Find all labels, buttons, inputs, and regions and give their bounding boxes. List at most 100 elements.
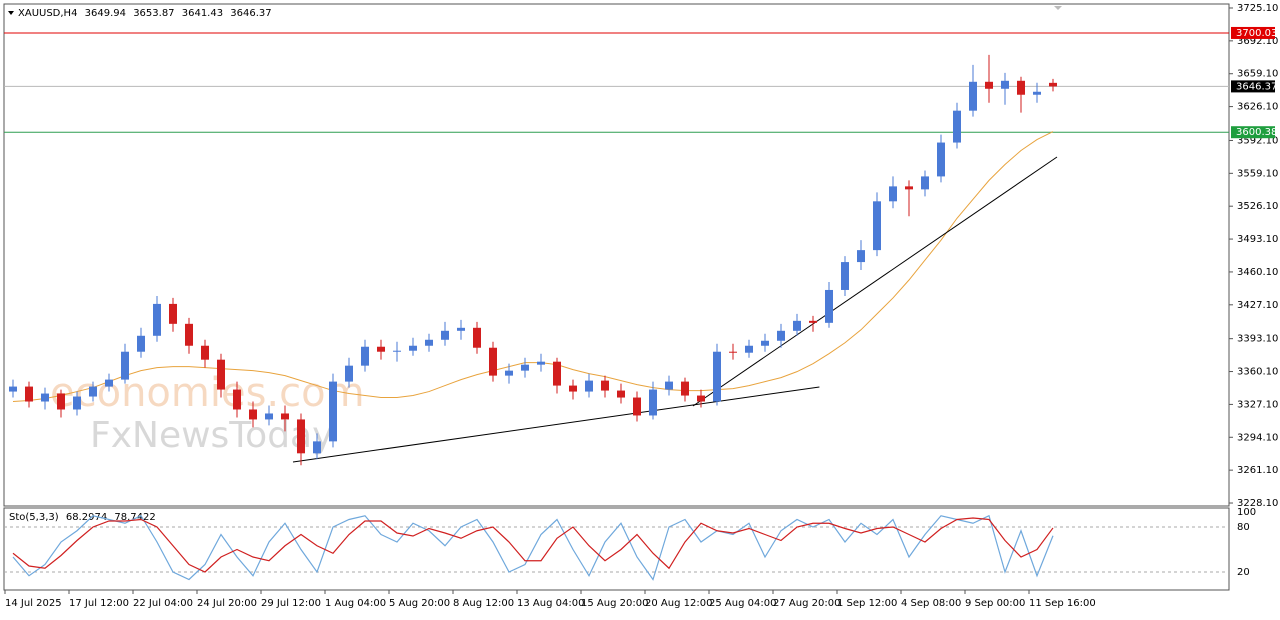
x-tick-label: 13 Aug 04:00: [517, 598, 584, 609]
signal-value: 78.7422: [114, 512, 155, 523]
y-tick-label: 3626.10: [1237, 102, 1278, 113]
y-tick-label: 3228.10: [1237, 498, 1278, 509]
candle-body: [633, 397, 641, 416]
y-tick-label: 3692.10: [1237, 36, 1278, 47]
candle-body: [409, 345, 417, 351]
candle-body: [201, 345, 209, 360]
price-level-label: 3646.37: [1236, 81, 1277, 92]
candle-body: [825, 289, 833, 323]
trendline: [292, 386, 820, 463]
candle-body: [649, 389, 657, 416]
candle-body: [73, 396, 81, 410]
candle-body: [969, 81, 977, 111]
candle-body: [697, 395, 705, 402]
candle-body: [1033, 91, 1041, 95]
chart-header: XAUUSD,H4 3649.94 3653.87 3641.43 3646.3…: [18, 8, 272, 19]
price-level-box: [1231, 26, 1275, 39]
y-tick-label: 3360.10: [1237, 367, 1278, 378]
candle-body: [617, 390, 625, 398]
candle-body: [25, 386, 33, 402]
candle-body: [921, 176, 929, 190]
candle-body: [169, 303, 177, 324]
candle-body: [905, 186, 913, 190]
candle-body: [393, 350, 401, 352]
candle-body: [249, 409, 257, 420]
candle-body: [793, 320, 801, 331]
candle-body: [985, 81, 993, 89]
candle-body: [473, 327, 481, 348]
x-tick-label: 25 Aug 04:00: [709, 598, 776, 609]
candle-body: [377, 346, 385, 352]
y-tick-label: 3460.10: [1237, 267, 1278, 278]
price-level-label: 3600.38: [1236, 127, 1277, 138]
high-value: 3653.87: [133, 8, 174, 19]
candle-body: [505, 370, 513, 376]
y-tick-label: 3592.10: [1237, 135, 1278, 146]
watermark-text: economies.com: [50, 370, 365, 416]
y-tick-label: 3294.10: [1237, 432, 1278, 443]
y-tick-label: 3393.10: [1237, 334, 1278, 345]
main-panel: [3, 3, 1230, 507]
y-tick-label: 3659.10: [1237, 69, 1278, 80]
candle-body: [233, 389, 241, 410]
candle-body: [9, 386, 17, 392]
y-tick-label: 3559.10: [1237, 168, 1278, 179]
candle-body: [281, 413, 289, 420]
indicator-title: Sto(5,3,3): [9, 512, 59, 523]
open-value: 3649.94: [85, 8, 126, 19]
candle-body: [569, 385, 577, 392]
close-value: 3646.37: [230, 8, 271, 19]
y-tick-label: 3725.10: [1237, 3, 1278, 14]
candle-body: [185, 323, 193, 346]
candle-body: [153, 303, 161, 336]
candle-body: [425, 339, 433, 346]
candle-body: [345, 365, 353, 382]
candle-body: [601, 380, 609, 391]
candle-body: [953, 110, 961, 143]
candle-body: [729, 351, 737, 353]
candle-body: [521, 364, 529, 371]
x-tick-label: 29 Jul 12:00: [261, 598, 321, 609]
main-value: 68.2974: [66, 512, 107, 523]
y-tick-label: 100: [1237, 507, 1256, 518]
watermark-text: FxNewsToday: [90, 415, 333, 456]
candle-body: [937, 142, 945, 177]
candle-body: [41, 393, 49, 402]
candle-body: [329, 381, 337, 442]
candle-body: [553, 361, 561, 386]
x-tick-label: 1 Sep 12:00: [837, 598, 897, 609]
price-level-box: [1231, 80, 1275, 93]
price-level-label: 3700.03: [1236, 28, 1277, 39]
candle-body: [889, 186, 897, 202]
x-tick-label: 5 Aug 20:00: [389, 598, 450, 609]
moving-average: [12, 131, 1054, 403]
price-level-box: [1231, 126, 1275, 139]
x-tick-label: 15 Aug 20:00: [581, 598, 648, 609]
y-tick-label: 3526.10: [1237, 201, 1278, 212]
candle-body: [809, 320, 817, 323]
x-tick-label: 1 Aug 04:00: [325, 598, 386, 609]
candle-body: [105, 379, 113, 387]
shift-marker: [1054, 6, 1062, 10]
chart-title: XAUUSD,H4: [18, 8, 77, 19]
header-arrow: [8, 11, 14, 15]
candle-body: [489, 347, 497, 376]
x-tick-label: 20 Aug 12:00: [645, 598, 712, 609]
candle-body: [313, 441, 321, 454]
low-value: 3641.43: [182, 8, 223, 19]
y-tick-label: 80: [1237, 522, 1250, 533]
candle-body: [681, 381, 689, 396]
x-tick-label: 22 Jul 04:00: [133, 598, 193, 609]
x-tick-label: 17 Jul 12:00: [69, 598, 129, 609]
candle-body: [873, 201, 881, 251]
x-tick-label: 8 Aug 12:00: [453, 598, 514, 609]
candle-body: [297, 419, 305, 454]
candle-body: [537, 361, 545, 365]
candle-body: [57, 393, 65, 410]
candle-body: [89, 386, 97, 397]
x-tick-label: 24 Jul 20:00: [197, 598, 257, 609]
candle-body: [265, 413, 273, 420]
x-tick-label: 9 Sep 00:00: [965, 598, 1025, 609]
